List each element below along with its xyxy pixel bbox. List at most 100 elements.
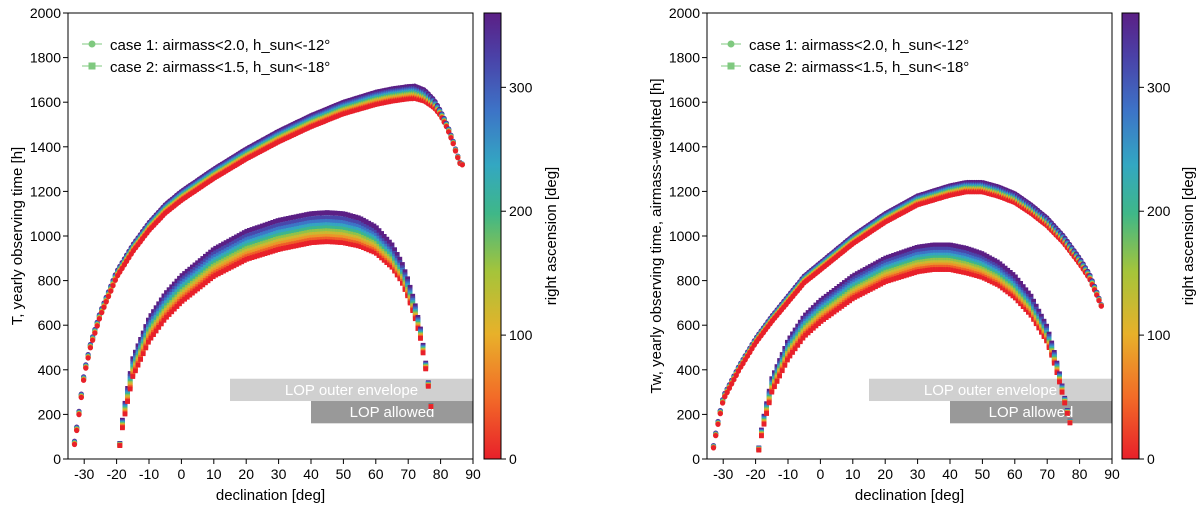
left-series2-point: [355, 227, 361, 232]
left-series2-point: [301, 233, 307, 239]
left-series2-point: [239, 246, 245, 251]
left-series2-point: [249, 235, 255, 241]
right-series1-point: [713, 433, 719, 439]
left-series2-point: [376, 232, 382, 238]
left-series2-point: [267, 244, 273, 250]
left-band-label-2: LOP allowed: [350, 404, 435, 421]
left-series2-point: [254, 245, 260, 251]
left-series2-point: [226, 255, 232, 261]
left-series2-point: [182, 284, 187, 290]
left-series2-point: [267, 241, 273, 247]
left-series2-point: [317, 219, 322, 225]
left-legend-label-2: case 2: airmass<1.5, h_sun<-18°: [110, 59, 330, 76]
left-series2-point: [397, 256, 403, 262]
left-series2-point: [226, 247, 232, 252]
left-series2-point: [291, 238, 296, 244]
left-series2-point: [387, 243, 392, 249]
left-series2-point: [345, 236, 351, 241]
left-series2-point: [285, 228, 291, 233]
left-series2-point: [221, 266, 226, 272]
left-series2-point: [171, 294, 177, 300]
right-series2-point: [823, 297, 829, 303]
left-series2-point: [223, 257, 229, 262]
left-series2-point: [366, 237, 372, 243]
left-series2-point: [374, 241, 379, 247]
left-series2-point: [298, 237, 304, 242]
left-series2-point: [135, 343, 141, 349]
left-series2-point: [298, 225, 304, 231]
left-series2-point: [218, 259, 224, 265]
right-series2-point: [772, 370, 777, 376]
left-series2-point: [200, 267, 206, 272]
left-series2-point: [337, 211, 343, 216]
left-series2-point: [262, 248, 268, 254]
left-series2-point: [177, 283, 182, 289]
left-series1-point: [78, 394, 84, 401]
left-series2-point: [296, 213, 302, 219]
left-series2-point: [285, 224, 291, 230]
left-series2-point: [330, 225, 335, 231]
left-series2-point: [296, 232, 302, 237]
left-series2-point: [265, 230, 270, 236]
left-series2-point: [257, 242, 263, 247]
left-series2-point: [402, 287, 408, 292]
left-series2-point: [306, 220, 312, 226]
left-colorbar-tick-label: 0: [509, 451, 517, 467]
right-series2-point: [787, 335, 793, 341]
left-series2-point: [200, 264, 206, 269]
left-series2-point: [177, 275, 182, 281]
left-series2-point: [376, 235, 382, 241]
left-series2-point: [234, 257, 239, 262]
left-series2-point: [322, 231, 327, 237]
left-series2-point: [182, 287, 187, 292]
left-series2-point: [190, 278, 195, 283]
left-series2-point: [239, 236, 245, 242]
left-series2-point: [288, 227, 294, 233]
left-series2-point: [164, 297, 169, 303]
left-series2-point: [314, 239, 320, 245]
left-series1-point: [103, 299, 109, 305]
left-series2-point: [330, 210, 335, 216]
left-series2-point: [135, 346, 141, 352]
left-xtick-label: 10: [206, 466, 222, 482]
left-series2-point: [153, 315, 159, 320]
left-series2-point: [361, 226, 366, 231]
left-series2-point: [161, 306, 167, 312]
left-series2-point: [291, 230, 296, 235]
left-series2-point: [363, 227, 369, 233]
right-series2-point: [818, 301, 824, 307]
right-series2-point: [759, 433, 764, 439]
left-series2-point: [311, 229, 317, 234]
left-series1-point: [85, 355, 91, 361]
left-series2-point: [275, 241, 281, 247]
left-series2-point: [252, 246, 257, 252]
left-series2-point: [379, 241, 384, 247]
left-series2-point: [252, 243, 257, 249]
left-series2-point: [270, 225, 276, 230]
left-series2-point: [317, 222, 322, 228]
left-series2-point: [371, 237, 377, 242]
left-series2-point: [335, 226, 340, 231]
left-series2-point: [296, 229, 302, 234]
left-series2-point: [161, 297, 167, 303]
left-series2-point: [260, 244, 265, 249]
left-series2-point: [374, 229, 379, 235]
left-series2-point: [327, 219, 333, 224]
left-series2-point: [267, 220, 273, 226]
left-series2-point: [247, 253, 252, 259]
left-series2-point: [273, 219, 278, 224]
left-series2-point: [280, 243, 286, 249]
left-series2-point: [213, 254, 219, 259]
left-series2-point: [270, 238, 276, 243]
right-series2-point: [821, 302, 826, 307]
left-series2-point: [210, 258, 216, 264]
left-series2-point: [184, 268, 190, 274]
left-series2-point: [314, 226, 320, 231]
left-xtick-label: 50: [336, 466, 352, 482]
left-series2-point: [195, 271, 200, 276]
left-series2-point: [366, 231, 372, 237]
left-series2-point: [221, 241, 226, 247]
left-series2-point: [275, 226, 281, 232]
left-series2-point: [291, 223, 296, 229]
left-series2-point: [366, 220, 372, 226]
